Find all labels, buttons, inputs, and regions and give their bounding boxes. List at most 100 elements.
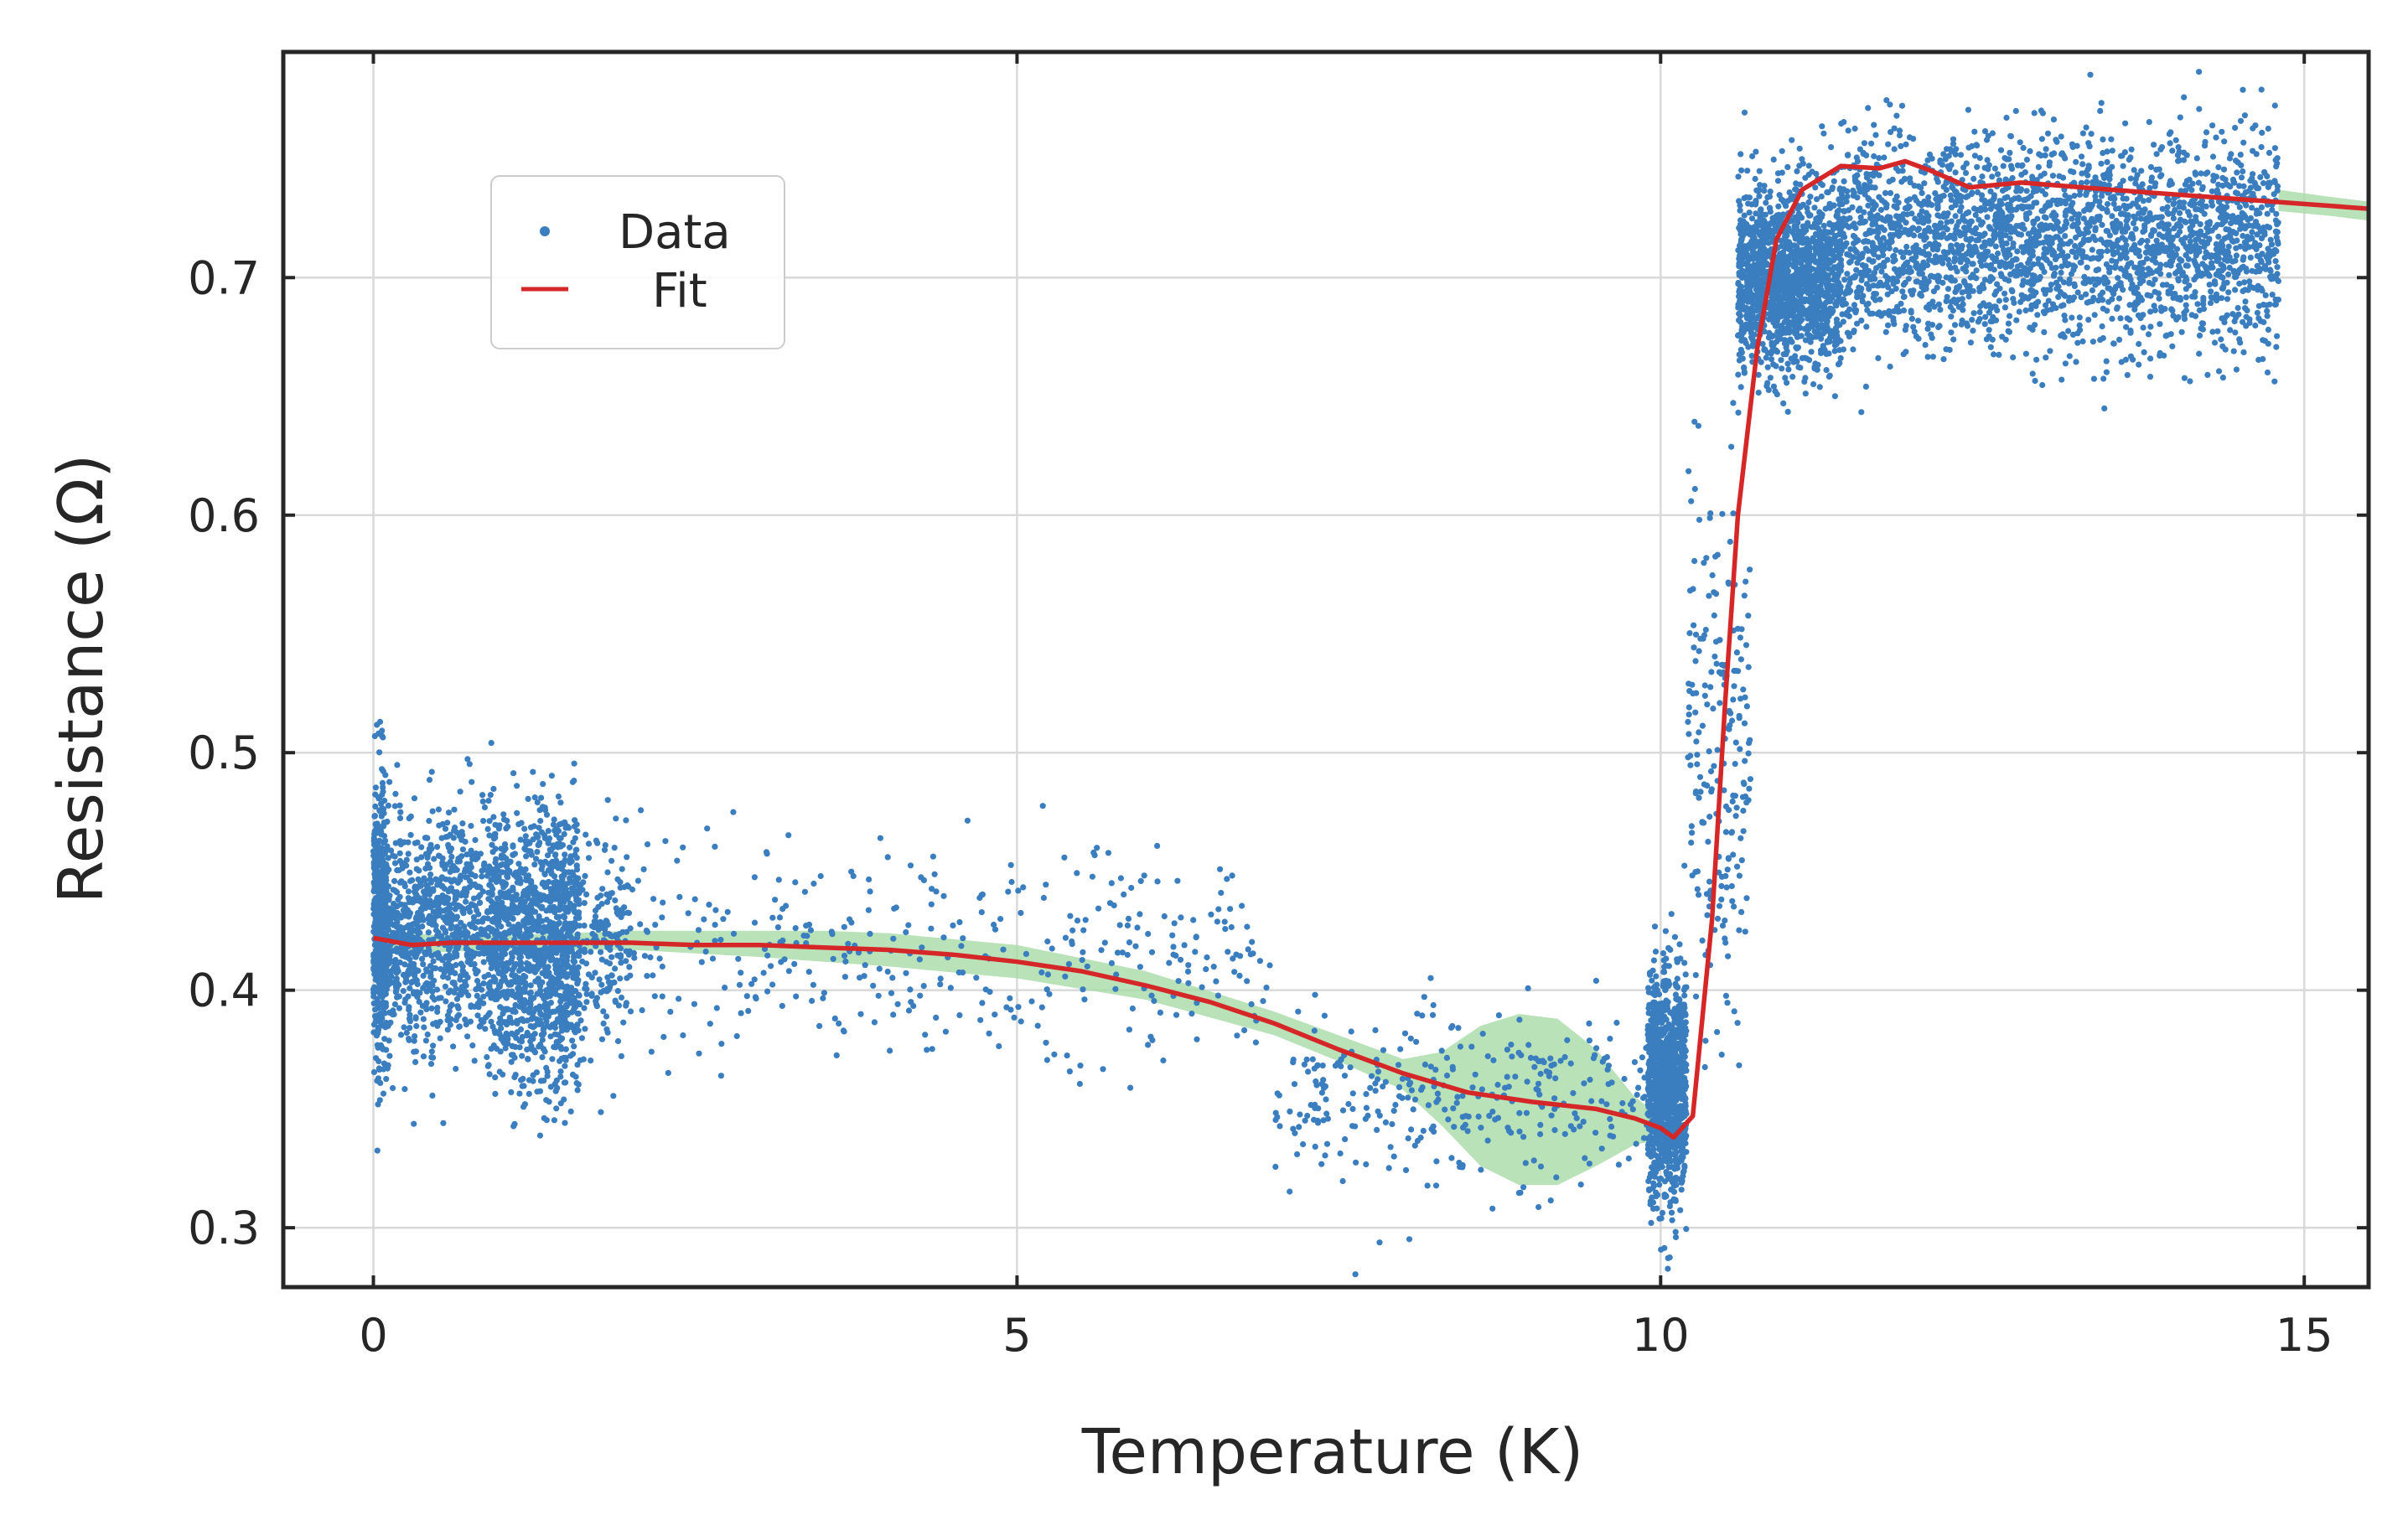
data-point [779, 1002, 785, 1009]
data-point [644, 973, 650, 980]
data-point [791, 960, 798, 967]
data-point [841, 1028, 847, 1035]
data-point [1005, 888, 1012, 895]
data-point [1571, 1126, 1577, 1133]
data-point [724, 908, 731, 915]
data-point [469, 778, 475, 785]
data-point [1363, 1161, 1370, 1168]
data-point [1341, 1073, 1349, 1079]
data-point [956, 1011, 963, 1019]
data-point [1654, 981, 1660, 988]
data-point [568, 946, 575, 953]
data-point [456, 902, 463, 909]
data-point [557, 898, 564, 905]
data-point [413, 892, 420, 898]
data-point [1557, 1058, 1564, 1064]
data-point [1743, 578, 1749, 585]
data-point [1690, 690, 1696, 697]
data-point [1564, 1037, 1571, 1043]
data-point [420, 1053, 427, 1060]
data-point [473, 986, 479, 993]
data-point [1665, 944, 1672, 951]
data-point [617, 945, 624, 952]
data-point [627, 1008, 634, 1015]
data-point [1680, 1154, 1686, 1161]
data-point [1729, 798, 1736, 805]
data-point [543, 1117, 550, 1124]
data-point [506, 869, 513, 876]
data-point [1504, 1125, 1511, 1131]
data-point [1309, 1056, 1316, 1063]
data-point [1746, 785, 1753, 792]
data-point [592, 933, 598, 939]
data-point [1733, 649, 1740, 656]
data-point [604, 869, 611, 876]
data-point [1674, 975, 1680, 982]
data-point [1414, 1011, 1421, 1017]
data-point [375, 826, 381, 833]
data-point [637, 921, 644, 928]
data-point [928, 901, 935, 908]
data-point [1508, 1042, 1515, 1048]
data-point [1701, 820, 1707, 826]
data-point [481, 804, 489, 811]
data-point [467, 908, 474, 915]
data-point [905, 1007, 913, 1014]
data-point [659, 993, 665, 1000]
data-point [1185, 962, 1192, 969]
data-point [522, 833, 529, 840]
data-point [1737, 696, 1744, 702]
data-point [1537, 1070, 1544, 1078]
data-point [1389, 1120, 1396, 1128]
data-point [394, 762, 401, 768]
data-point [1706, 592, 1712, 599]
data-point [647, 954, 654, 960]
data-point [579, 958, 586, 965]
data-point [1111, 902, 1117, 909]
data-point [392, 790, 399, 798]
data-point [463, 866, 470, 873]
data-point [571, 995, 577, 1001]
data-point [457, 789, 463, 795]
data-point [1660, 1065, 1666, 1072]
data-point [381, 1010, 388, 1016]
data-point [1252, 1039, 1259, 1046]
data-point [620, 1019, 627, 1026]
data-point [1192, 949, 1199, 955]
data-point [1551, 1095, 1558, 1102]
data-point [445, 809, 453, 816]
data-point [524, 965, 531, 972]
data-point [1694, 868, 1701, 875]
data-point [738, 970, 744, 976]
data-point [383, 887, 390, 894]
data-point [430, 901, 438, 908]
data-point [1669, 1023, 1675, 1030]
data-point [405, 839, 412, 846]
data-point [532, 978, 539, 985]
data-point [371, 813, 378, 820]
data-point [1674, 1143, 1680, 1150]
data-point [447, 858, 453, 865]
data-point [393, 945, 400, 952]
data-point [903, 928, 909, 936]
data-point [1137, 877, 1144, 884]
data-point [393, 912, 400, 918]
data-point [763, 849, 770, 856]
data-point [888, 990, 895, 996]
data-point [1657, 1159, 1664, 1166]
data-point [604, 974, 611, 980]
data-point [1420, 1127, 1427, 1135]
data-point [582, 1026, 588, 1032]
data-point [408, 949, 415, 956]
data-point [1524, 1078, 1530, 1085]
data-point [531, 969, 539, 975]
data-point [1686, 630, 1693, 637]
data-point [1667, 1106, 1674, 1113]
data-point [392, 840, 399, 846]
data-point [1802, 390, 1809, 397]
data-point [1682, 1019, 1689, 1026]
data-point [562, 851, 568, 858]
data-point [626, 964, 633, 970]
data-point [385, 802, 391, 809]
data-point [478, 931, 484, 938]
